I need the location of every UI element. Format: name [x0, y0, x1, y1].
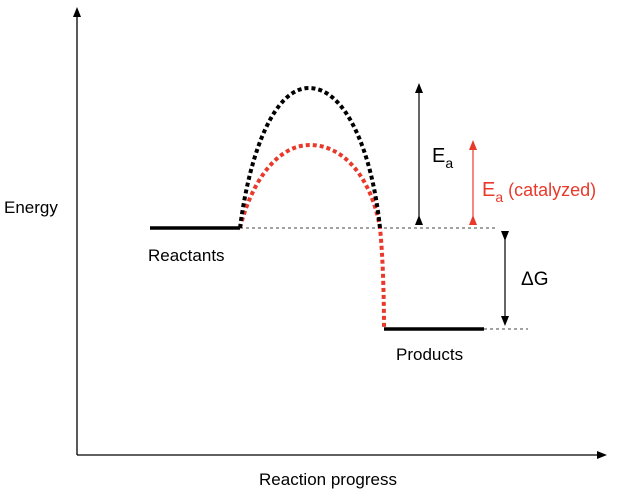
ea-catalyzed-base: E — [482, 179, 495, 201]
ea-label-base: E — [432, 145, 445, 167]
products-label: Products — [396, 345, 463, 364]
delta-g-label: ΔG — [521, 269, 548, 290]
y-axis-label: Energy — [4, 198, 58, 217]
catalyzed-curve — [238, 142, 386, 330]
ea-label: Ea — [432, 145, 453, 171]
ea-label-sub: a — [445, 155, 453, 171]
reactants-label: Reactants — [148, 246, 225, 265]
uncatalyzed-curve — [238, 85, 382, 229]
ea-catalyzed-label: Ea (catalyzed) — [482, 179, 596, 205]
ea-catalyzed-sub: a — [495, 189, 503, 205]
x-axis-label: Reaction progress — [259, 470, 397, 489]
ea-catalyzed-suffix: (catalyzed) — [503, 180, 596, 200]
